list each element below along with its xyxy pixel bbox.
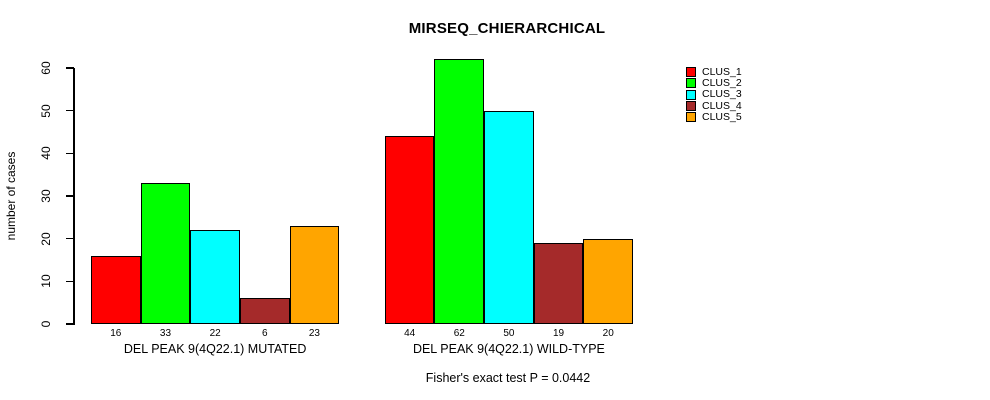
legend-swatch-clus_3: [686, 89, 696, 100]
y-tick-label: 10: [39, 274, 53, 289]
y-tick-mark: [66, 109, 74, 112]
bar-clus_1: [384, 136, 435, 324]
legend-swatch-clus_5: [686, 112, 696, 123]
y-tick-mark: [66, 280, 74, 283]
fisher-test-annotation: Fisher's exact test P = 0.0442: [425, 371, 591, 385]
legend-swatch-clus_4: [686, 101, 696, 112]
bar-clus_5: [583, 238, 634, 324]
chart-title: MIRSEQ_CHIERARCHICAL: [408, 20, 606, 37]
y-tick-mark: [66, 195, 74, 197]
y-tick-label: 0: [39, 320, 53, 328]
y-tick-label: 20: [39, 231, 53, 246]
legend-swatch-clus_2: [686, 78, 696, 89]
bar-clus_3: [190, 230, 240, 324]
bar-clus_4: [239, 298, 290, 324]
x-axis-group-label: DEL PEAK 9(4Q22.1) WILD-TYPE: [412, 342, 605, 356]
bar-clus_1: [91, 255, 141, 324]
legend-swatch-clus_1: [686, 67, 696, 77]
y-tick-mark: [66, 237, 74, 240]
legend-label: CLUS_3: [702, 88, 742, 101]
legend-label: CLUS_2: [702, 76, 742, 89]
bar-clus_2: [434, 59, 485, 324]
bar-value-label: 20: [602, 328, 614, 339]
y-axis-label: number of cases: [4, 151, 18, 241]
bar-value-label: 33: [159, 328, 172, 339]
y-tick-mark: [66, 152, 74, 155]
y-tick-label: 30: [39, 189, 53, 203]
bar-value-label: 6: [261, 328, 268, 339]
bar-clus_4: [533, 242, 584, 324]
legend-label: CLUS_4: [702, 99, 742, 112]
y-tick-mark: [66, 67, 74, 69]
y-tick-label: 40: [39, 146, 53, 161]
legend-label: CLUS_1: [702, 65, 742, 78]
bar-value-label: 22: [209, 328, 221, 339]
y-tick-mark: [66, 323, 74, 325]
bar-value-label: 62: [453, 328, 465, 339]
bar-value-label: 23: [308, 328, 320, 339]
bar-clus_5: [289, 225, 340, 324]
legend-label: CLUS_5: [702, 110, 742, 123]
bar-value-label: 16: [110, 328, 122, 339]
bar-value-label: 44: [404, 328, 416, 339]
y-tick-label: 60: [39, 61, 53, 75]
x-axis-group-label: DEL PEAK 9(4Q22.1) MUTATED: [123, 342, 307, 356]
bar-clus_2: [140, 183, 191, 324]
bar-value-label: 50: [503, 328, 515, 339]
bar-value-label: 19: [553, 328, 565, 339]
bar-clus_3: [484, 110, 534, 324]
y-tick-label: 50: [39, 103, 53, 118]
